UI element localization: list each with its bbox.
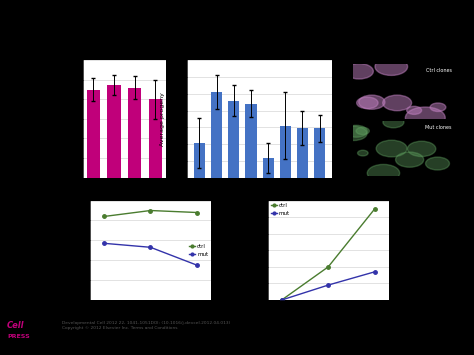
Text: C: C <box>353 50 360 61</box>
ctrl <box>325 265 331 269</box>
Circle shape <box>357 150 368 156</box>
Circle shape <box>405 107 445 129</box>
Circle shape <box>375 58 408 75</box>
Circle shape <box>383 116 404 128</box>
Bar <box>297 128 308 178</box>
Y-axis label: average GSC clones/testis: average GSC clones/testis <box>65 209 70 291</box>
Y-axis label: average spermatocyte
clones/testis: average spermatocyte clones/testis <box>237 214 247 286</box>
Text: A: A <box>51 48 59 58</box>
Bar <box>280 126 291 178</box>
Circle shape <box>367 164 400 182</box>
Circle shape <box>430 103 446 111</box>
Bar <box>211 92 222 178</box>
Circle shape <box>383 95 411 111</box>
Bar <box>149 99 162 178</box>
mut <box>279 298 284 302</box>
Text: Developmental Cell 2012 22, 1041-1051DOI: (10.1016/j.devcel.2012.04.013)
Copyrig: Developmental Cell 2012 22, 1041-1051DOI… <box>62 321 230 330</box>
Circle shape <box>426 157 449 170</box>
Text: PRESS: PRESS <box>7 334 30 339</box>
Bar <box>87 89 100 178</box>
Legend: ctrl, mut: ctrl, mut <box>189 244 208 257</box>
mut <box>194 263 200 267</box>
Text: Figure 2: Figure 2 <box>215 14 259 24</box>
Circle shape <box>356 127 369 135</box>
Circle shape <box>396 152 424 167</box>
Text: Cell: Cell <box>7 321 25 330</box>
Text: B: B <box>167 48 174 58</box>
Circle shape <box>407 106 421 114</box>
Line: ctrl: ctrl <box>280 207 376 302</box>
Bar <box>108 85 121 178</box>
Circle shape <box>346 125 367 137</box>
Circle shape <box>345 64 374 79</box>
Bar <box>128 88 141 178</box>
Circle shape <box>341 126 367 141</box>
Bar <box>228 100 239 178</box>
Y-axis label: Average progeny: Average progeny <box>56 92 61 146</box>
mut <box>325 283 331 287</box>
Line: mut: mut <box>102 242 199 267</box>
Circle shape <box>408 141 436 157</box>
Bar <box>314 128 325 178</box>
Bar <box>246 104 256 178</box>
Text: E: E <box>226 189 232 198</box>
Text: D: D <box>39 189 47 198</box>
Circle shape <box>356 97 378 109</box>
Circle shape <box>359 95 385 109</box>
ctrl <box>194 211 200 215</box>
ctrl <box>148 208 154 213</box>
Circle shape <box>376 140 407 157</box>
ctrl <box>101 214 107 219</box>
Bar <box>263 158 273 178</box>
ctrl <box>279 298 284 302</box>
Y-axis label: Average progeny: Average progeny <box>160 92 165 146</box>
Text: Ctrl clones: Ctrl clones <box>426 68 452 73</box>
mut <box>372 270 378 274</box>
Legend: ctrl, mut: ctrl, mut <box>271 203 290 216</box>
Text: Mut clones: Mut clones <box>426 125 452 130</box>
Line: ctrl: ctrl <box>102 209 199 218</box>
Line: mut: mut <box>280 270 376 302</box>
ctrl <box>372 207 378 211</box>
mut <box>101 241 107 245</box>
Bar <box>194 143 205 178</box>
mut <box>148 245 154 250</box>
